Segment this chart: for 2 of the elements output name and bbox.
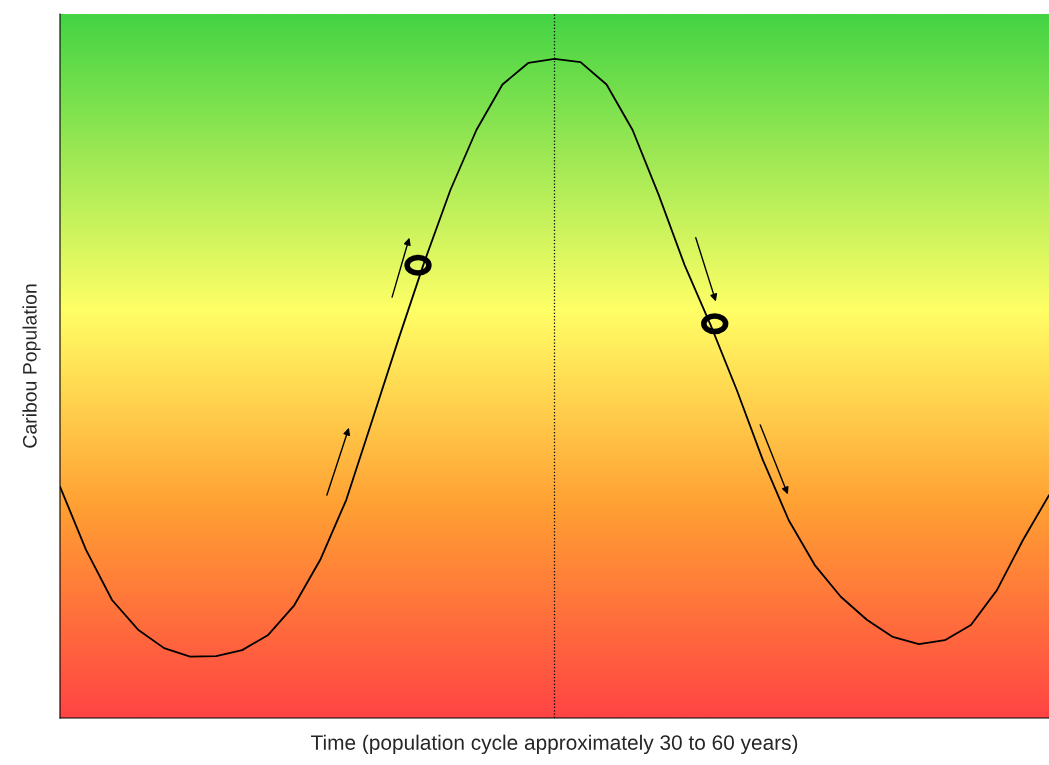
x-axis-title: Time (population cycle approximately 30 to 60 years) — [311, 734, 798, 755]
y-axis-title: Caribou Population — [22, 284, 41, 448]
